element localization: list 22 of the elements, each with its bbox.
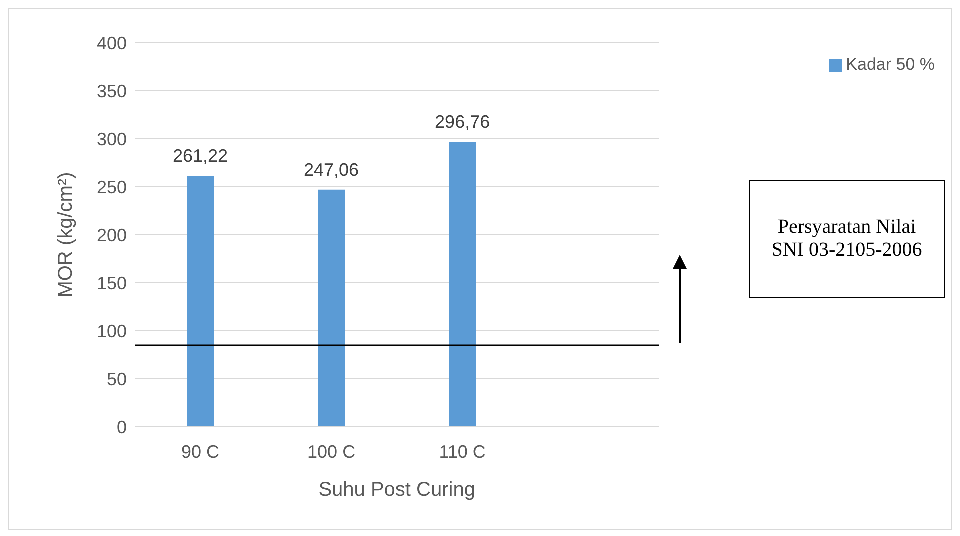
x-tick-label: 90 C [182,442,220,462]
y-tick-label: 300 [96,129,127,150]
data-label: 296,76 [435,112,490,132]
text: Persyaratan Nilai SNI 03-2105-2006 [749,180,945,298]
y-tick-label: 50 [106,369,127,390]
y-tick-label: 350 [96,81,127,102]
y-tick-label: 200 [96,225,127,246]
legend-label: Kadar 50 % [846,55,935,74]
data-label: 261,22 [172,146,228,166]
x-tick-label: 100 C [308,442,356,462]
data-label: 247,06 [304,160,360,180]
bar [187,176,214,427]
x-axis-title: Suhu Post Curing [318,479,476,501]
y-tick-label: 100 [96,321,127,342]
bar [449,142,476,427]
x-tick-label: 110 C [439,442,486,462]
y-tick-label: 250 [96,177,127,198]
y-tick-label: 400 [96,33,127,54]
y-tick-label: 150 [96,273,127,294]
bar [318,190,346,427]
y-tick-label: 0 [116,417,127,438]
y-axis-title: MOR (kg/cm²) [55,172,78,298]
